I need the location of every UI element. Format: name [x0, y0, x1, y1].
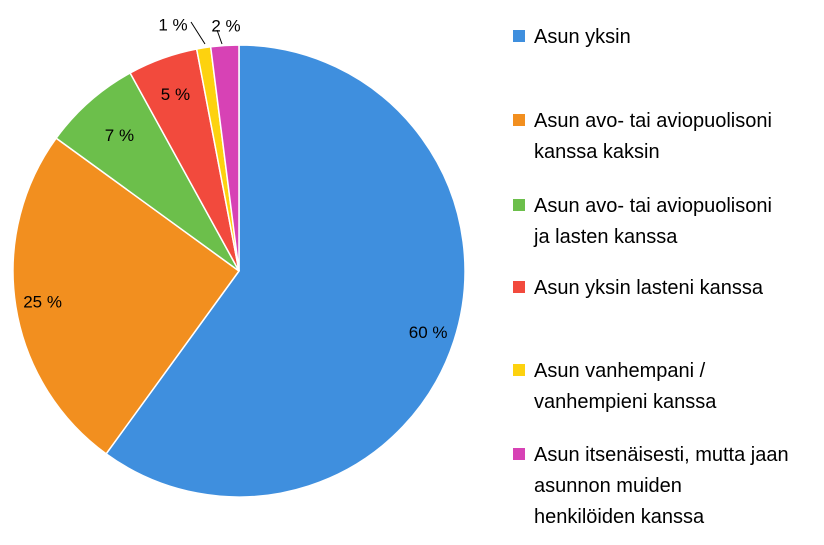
leader-line-5: [190, 21, 206, 45]
pie-slice-label-4: 5 %: [161, 85, 190, 104]
legend-label: Asun yksin lasteni kanssa: [534, 277, 764, 299]
legend-item-4: Asun yksin lasteni kanssa: [513, 273, 763, 304]
legend-label: Asun avo- tai aviopuolisoni ja lasten ka…: [534, 195, 772, 248]
legend-item-5: Asun vanhempani / vanhempieni kanssa: [513, 356, 716, 418]
legend-swatch: [513, 281, 525, 293]
pie-slice-label-3: 7 %: [105, 126, 134, 145]
legend-label: Asun itsenäisesti, mutta jaan asunnon mu…: [534, 444, 789, 528]
legend-swatch: [513, 448, 525, 460]
legend-item-3: Asun avo- tai aviopuolisoni ja lasten ka…: [513, 191, 772, 253]
leader-line-6: [216, 29, 223, 45]
legend-swatch: [513, 114, 525, 126]
pie-slice-label-5: 1 %: [158, 16, 187, 35]
legend-label: Asun avo- tai aviopuolisoni kanssa kaksi…: [534, 110, 772, 163]
pie-slice-2: [12, 137, 241, 455]
pie-slice-label-2: 25 %: [23, 293, 62, 312]
legend-item-1: Asun yksin: [513, 22, 631, 53]
pie-slice-6: [209, 44, 240, 272]
chart-legend: Asun yksin Asun avo- tai aviopuolisoni ka…: [513, 0, 824, 540]
pie-slice-label-6: 2 %: [211, 17, 240, 36]
pie-slice-1: [105, 44, 466, 498]
legend-item-6: Asun itsenäisesti, mutta jaan asunnon mu…: [513, 440, 789, 533]
legend-item-2: Asun avo- tai aviopuolisoni kanssa kaksi…: [513, 106, 772, 168]
pie-slice-label-1: 60 %: [409, 323, 448, 342]
legend-swatch: [513, 199, 525, 211]
legend-label: Asun yksin: [534, 26, 631, 48]
legend-swatch: [513, 30, 525, 42]
legend-swatch: [513, 364, 525, 376]
legend-label: Asun vanhempani / vanhempieni kanssa: [534, 360, 717, 413]
